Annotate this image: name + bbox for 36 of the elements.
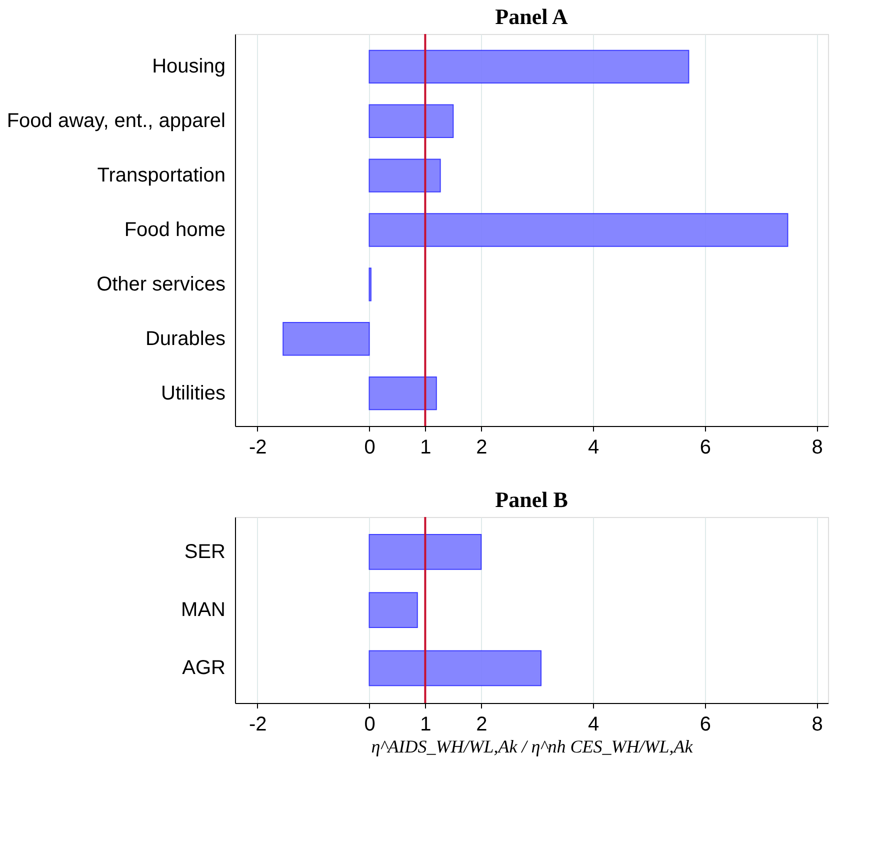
bar — [368, 592, 418, 628]
y-tick-label: SER — [184, 540, 226, 563]
y-tick-label: Housing — [152, 56, 226, 78]
x-axis-title: η^AIDS_WH/WL,Ak / η^nh CES_WH/WL,Ak — [371, 736, 694, 756]
x-tick-label: 2 — [476, 714, 488, 736]
x-tick-label: 0 — [364, 436, 376, 458]
bar — [368, 376, 437, 410]
chart-title: Panel A — [495, 4, 568, 29]
x-tick-label: 0 — [364, 714, 376, 736]
x-tick-label: 4 — [588, 436, 600, 458]
x-tick-label: 8 — [812, 714, 823, 736]
y-tick-label: Transportation — [97, 164, 226, 187]
y-tick-label: MAN — [181, 599, 226, 621]
x-tick-label: 6 — [700, 436, 711, 458]
x-tick-label: -2 — [248, 436, 267, 458]
x-tick-label: -2 — [248, 714, 267, 736]
x-tick-label: 4 — [588, 714, 600, 736]
y-tick-label: AGR — [182, 657, 226, 680]
bar — [368, 213, 788, 247]
bar — [282, 322, 370, 356]
bar — [368, 534, 482, 570]
x-tick-label: 2 — [476, 436, 488, 458]
y-tick-label: Food away, ent., apparel — [6, 110, 226, 132]
x-tick-label: 1 — [420, 436, 432, 458]
y-tick-label: Food home — [124, 219, 226, 241]
bar — [368, 650, 542, 686]
y-tick-label: Utilities — [161, 382, 226, 404]
x-tick-label: 8 — [812, 436, 823, 458]
x-tick-label: 1 — [420, 714, 432, 736]
x-tick-label: 6 — [700, 714, 711, 736]
bar — [368, 158, 441, 192]
bar — [368, 50, 690, 84]
y-tick-label: Durables — [145, 328, 226, 350]
bar — [368, 104, 454, 138]
y-tick-label: Other services — [96, 273, 226, 296]
chart-title: Panel B — [495, 487, 568, 512]
